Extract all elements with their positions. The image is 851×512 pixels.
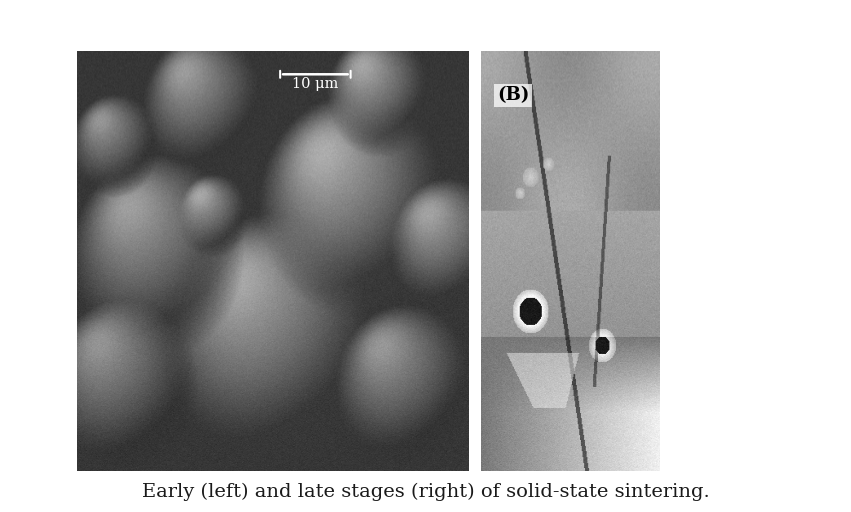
Text: Early (left) and late stages (right) of solid-state sintering.: Early (left) and late stages (right) of … <box>141 482 710 501</box>
Text: (B): (B) <box>497 87 529 104</box>
Text: 10 μm: 10 μm <box>292 77 339 91</box>
